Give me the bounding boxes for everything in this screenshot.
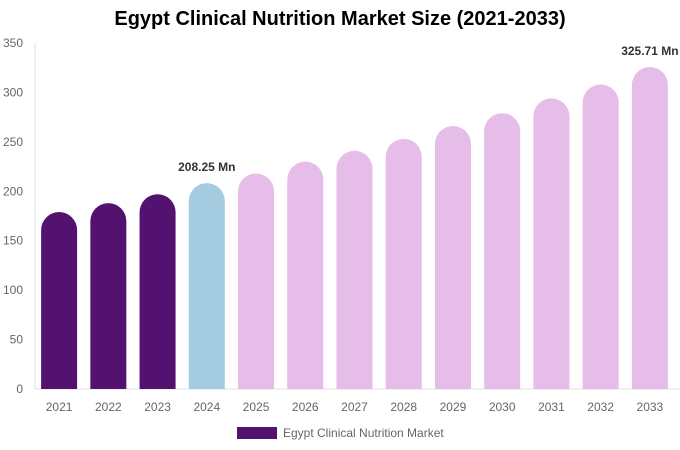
- y-tick-label: 200: [3, 184, 23, 198]
- bar-2028: [385, 138, 422, 389]
- x-tick-label: 2025: [243, 400, 270, 414]
- bar-2022: [90, 203, 127, 389]
- bar-2023: [139, 194, 176, 389]
- x-tick-label: 2029: [440, 400, 467, 414]
- y-tick-label: 0: [16, 382, 23, 396]
- bar-2032: [582, 84, 619, 390]
- x-tick-label: 2027: [341, 400, 368, 414]
- y-tick-label: 300: [3, 85, 23, 99]
- data-label-2024: 208.25 Mn: [178, 160, 235, 174]
- bar-2024: [188, 183, 225, 389]
- x-tick-label: 2033: [637, 400, 664, 414]
- bar-2021: [41, 212, 78, 389]
- x-tick-label: 2023: [144, 400, 171, 414]
- bar-2025: [238, 173, 275, 389]
- x-tick-label: 2028: [390, 400, 417, 414]
- y-tick-label: 350: [3, 36, 23, 50]
- bar-2026: [287, 161, 324, 389]
- data-label-2033: 325.71 Mn: [621, 44, 678, 58]
- y-tick-label: 50: [10, 333, 24, 347]
- legend: Egypt Clinical Nutrition Market: [237, 426, 444, 440]
- x-tick-label: 2022: [95, 400, 122, 414]
- x-tick-label: 2024: [193, 400, 220, 414]
- bar-2033: [631, 67, 668, 390]
- bar-2030: [484, 113, 521, 389]
- legend-label: Egypt Clinical Nutrition Market: [283, 426, 444, 440]
- x-tick-label: 2031: [538, 400, 565, 414]
- x-tick-label: 2030: [489, 400, 516, 414]
- bar-2031: [533, 98, 570, 390]
- y-tick-label: 250: [3, 135, 23, 149]
- legend-swatch: [237, 427, 277, 439]
- x-tick-label: 2032: [587, 400, 614, 414]
- bar-2029: [434, 126, 471, 390]
- chart-title: Egypt Clinical Nutrition Market Size (20…: [114, 8, 566, 30]
- x-tick-label: 2021: [46, 400, 73, 414]
- y-tick-label: 100: [3, 283, 23, 297]
- y-tick-label: 150: [3, 234, 23, 248]
- x-tick-label: 2026: [292, 400, 319, 414]
- bar-2027: [336, 150, 373, 389]
